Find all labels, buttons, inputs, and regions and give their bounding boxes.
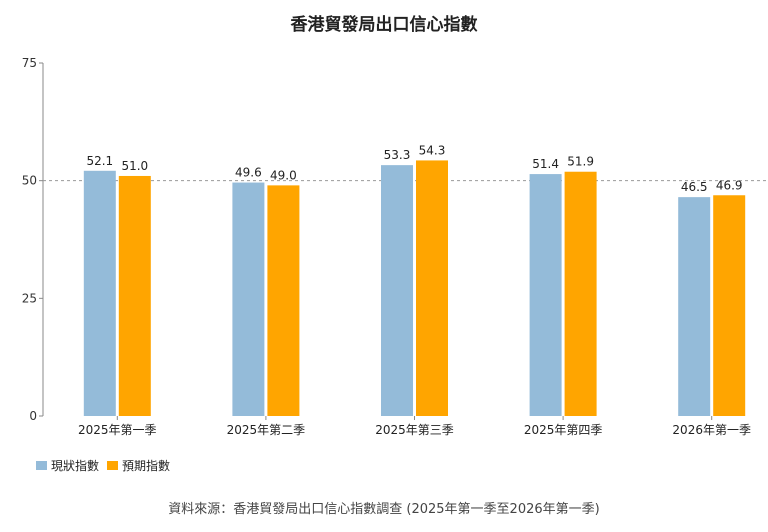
x-tick-label: 2026年第一季	[672, 423, 751, 437]
data-label: 51.9	[567, 155, 594, 169]
data-label: 46.9	[716, 178, 743, 192]
bar-expected	[416, 160, 448, 416]
bar-current	[678, 197, 711, 416]
bar-current	[83, 170, 116, 416]
bar-expected	[267, 185, 300, 416]
y-tick-label: 50	[22, 174, 37, 188]
bar-current	[232, 182, 265, 416]
data-label: 54.3	[419, 143, 446, 157]
data-label: 53.3	[384, 148, 411, 162]
legend-label: 現狀指數	[51, 459, 100, 473]
y-tick-label: 25	[22, 291, 37, 305]
x-tick-label: 2025年第四季	[524, 423, 603, 437]
legend-swatch	[36, 461, 47, 470]
data-label: 49.6	[235, 166, 262, 180]
bar-current	[529, 174, 562, 416]
x-tick-label: 2025年第二季	[227, 423, 306, 437]
data-label: 49.0	[270, 168, 297, 182]
data-label: 51.4	[532, 157, 559, 171]
legend: 現狀指數 預期指數	[36, 457, 170, 474]
bar-expected	[713, 195, 746, 416]
data-label: 51.0	[121, 159, 148, 173]
x-tick-label: 2025年第一季	[78, 423, 157, 437]
bar-expected	[118, 175, 151, 416]
data-label: 52.1	[86, 154, 113, 168]
legend-item-expected[interactable]: 預期指數	[107, 457, 170, 474]
y-tick-label: 0	[29, 409, 37, 423]
legend-label: 預期指數	[122, 459, 171, 473]
legend-swatch	[107, 461, 119, 470]
bar-current	[381, 165, 413, 416]
data-label: 46.5	[681, 180, 708, 194]
chart-title: 香港貿發局出口信心指數	[290, 15, 478, 35]
y-tick-label: 75	[22, 56, 37, 70]
bar-expected	[564, 171, 597, 416]
source-note: 資料來源：香港貿發局出口信心指數調查 (2025年第一季至2026年第一季)	[168, 502, 600, 517]
x-tick-label: 2025年第三季	[375, 423, 454, 437]
legend-item-current[interactable]: 現狀指數	[36, 457, 99, 474]
